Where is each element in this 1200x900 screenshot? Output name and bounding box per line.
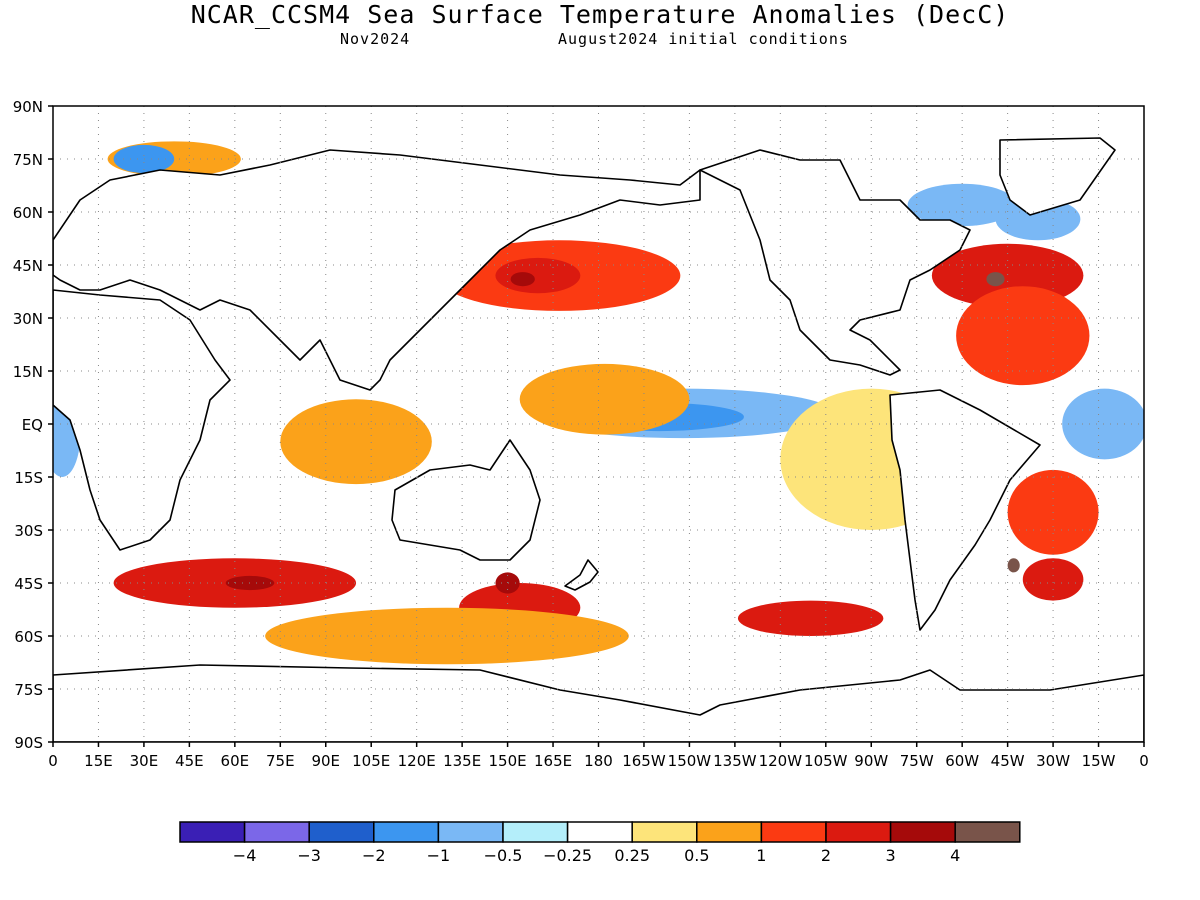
colorbar-label: 1 — [756, 846, 766, 865]
anomaly-region — [519, 363, 690, 435]
latitude-label: 30S — [14, 522, 43, 540]
anomaly-region — [280, 399, 432, 485]
colorbar-swatch — [954, 821, 1021, 843]
longitude-label: 150E — [489, 752, 527, 770]
anomaly-region — [986, 272, 1005, 287]
colorbar-label: 2 — [821, 846, 831, 865]
anomaly-region — [113, 144, 175, 174]
longitude-label: 60W — [945, 752, 979, 770]
longitude-label: 15E — [84, 752, 113, 770]
longitude-label: 180 — [584, 752, 613, 770]
colorbar-swatch — [696, 821, 763, 843]
longitude-label: 45W — [991, 752, 1025, 770]
coastline-greenland — [999, 137, 1116, 216]
colorbar-label: −0.25 — [543, 846, 592, 865]
latitude-label: 75N — [13, 151, 43, 169]
anomaly-region — [265, 607, 629, 665]
longitude-label: 90E — [311, 752, 340, 770]
colorbar-swatch — [889, 821, 956, 843]
colorbar-swatch — [179, 821, 246, 843]
anomaly-region — [495, 257, 581, 294]
colorbar-swatch — [308, 821, 375, 843]
longitude-label: 165W — [622, 752, 666, 770]
colorbar-label: 3 — [886, 846, 896, 865]
latitude-label: EQ — [22, 416, 43, 434]
colorbar-swatch — [825, 821, 892, 843]
colorbar-label: −2 — [362, 846, 386, 865]
longitude-label: 120W — [759, 752, 803, 770]
latitude-label: 60N — [13, 204, 43, 222]
anomaly-region — [956, 286, 1090, 386]
colorbar-label: −0.5 — [484, 846, 523, 865]
longitude-label: 60E — [221, 752, 250, 770]
longitude-label: 45E — [175, 752, 204, 770]
longitude-label: 75W — [900, 752, 934, 770]
anomaly-region — [1062, 388, 1144, 460]
colorbar-label: 0.5 — [684, 846, 709, 865]
anomaly-region — [737, 600, 884, 636]
latitude-label: 90N — [13, 98, 43, 116]
colorbar-label: −1 — [427, 846, 451, 865]
colorbar-swatch — [243, 821, 310, 843]
colorbar-legend: −4 −3 −2 −1 −0.5 −0.25 0.25 0.5 1 2 3 4 — [179, 821, 1021, 865]
longitude-label: 30E — [130, 752, 159, 770]
coastline-new-zealand — [564, 559, 599, 591]
colorbar-label: −3 — [297, 846, 321, 865]
colorbar-swatch — [437, 821, 504, 843]
colorbar-swatch — [502, 821, 569, 843]
longitude-label: 165E — [534, 752, 572, 770]
longitude-label: 30W — [1036, 752, 1070, 770]
latitude-label: 45S — [14, 575, 43, 593]
coastline-antarctica — [53, 664, 1144, 742]
longitude-label: 75E — [266, 752, 295, 770]
initial-conditions: August2024 initial conditions — [558, 30, 849, 48]
latitude-ticks: 90N 75N 60N 45N 30N 15N EQ 15S 30S 45S 60S 75S 90S — [13, 98, 53, 752]
latitude-label: 75S — [14, 681, 43, 699]
longitude-ticks: 0 15E 30E 45E 60E 75E 90E 105E 120E 135E 150E 165E 1… — [48, 742, 1149, 770]
longitude-label: 150W — [668, 752, 712, 770]
latitude-label: 15N — [13, 363, 43, 381]
longitude-label: 90W — [854, 752, 888, 770]
longitude-label: 15W — [1082, 752, 1116, 770]
colorbar-label: 0.25 — [614, 846, 650, 865]
anomaly-region — [1007, 558, 1020, 573]
anomaly-region — [510, 272, 535, 287]
graticule — [53, 106, 1144, 742]
forecast-month: Nov2024 — [340, 30, 411, 48]
anomaly-region — [995, 197, 1081, 241]
colorbar-swatch — [760, 821, 827, 843]
coastline-australia — [391, 439, 541, 561]
colorbar-swatch — [631, 821, 698, 843]
colorbar-label: 4 — [950, 846, 960, 865]
coastline-south-america — [889, 389, 1041, 631]
latitude-label: 60S — [14, 628, 43, 646]
longitude-label: 0 — [1139, 752, 1149, 770]
longitude-label: 0 — [48, 752, 58, 770]
longitude-label: 135W — [713, 752, 757, 770]
colorbar-swatch — [373, 821, 440, 843]
longitude-label: 105W — [804, 752, 848, 770]
anomaly-region — [1022, 558, 1084, 601]
coastline-africa — [53, 289, 231, 551]
latitude-label: 45N — [13, 257, 43, 275]
longitude-label: 120E — [398, 752, 436, 770]
colorbar-swatch — [566, 821, 633, 843]
coastline-north-america — [699, 149, 971, 376]
longitude-label: 135E — [443, 752, 481, 770]
latitude-label: 15S — [14, 469, 43, 487]
anomaly-field — [53, 141, 1144, 665]
longitude-label: 105E — [352, 752, 390, 770]
map-title: NCAR_CCSM4 Sea Surface Temperature Anoma… — [190, 0, 1010, 29]
latitude-label: 30N — [13, 310, 43, 328]
coastline-eurasia — [53, 149, 701, 391]
latitude-label: 90S — [14, 734, 43, 752]
colorbar-label: −4 — [233, 846, 257, 865]
